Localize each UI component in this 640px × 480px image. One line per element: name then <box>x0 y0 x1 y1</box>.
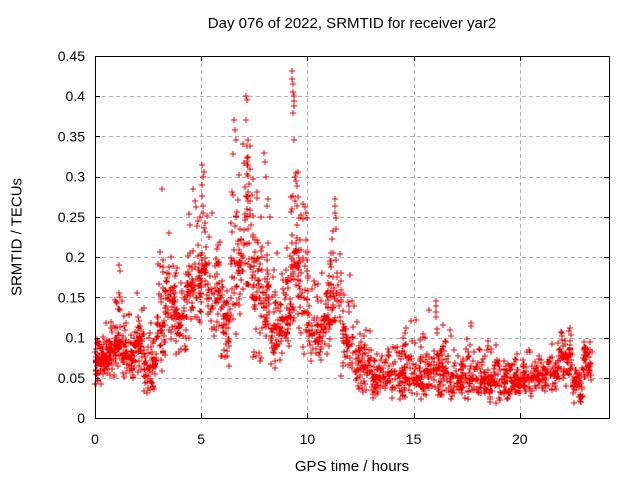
x-tick-label: 10 <box>300 431 316 447</box>
x-tick-label: 5 <box>197 431 205 447</box>
y-tick-label: 0.05 <box>58 370 85 386</box>
plot-border <box>95 56 610 419</box>
y-tick-label: 0.45 <box>58 48 85 64</box>
y-tick-label: 0.1 <box>66 330 86 346</box>
y-tick-label: 0.35 <box>58 128 85 144</box>
y-tick-label: 0.2 <box>66 249 86 265</box>
x-tick-label: 15 <box>406 431 422 447</box>
y-tick-label: 0.4 <box>66 88 86 104</box>
y-tick-label: 0 <box>77 410 85 426</box>
data-points <box>92 68 595 406</box>
y-tick-label: 0.15 <box>58 289 85 305</box>
y-tick-label: 0.3 <box>66 169 86 185</box>
y-tick-label: 0.25 <box>58 209 85 225</box>
x-tick-label: 20 <box>512 431 528 447</box>
x-tick-label: 0 <box>91 431 99 447</box>
